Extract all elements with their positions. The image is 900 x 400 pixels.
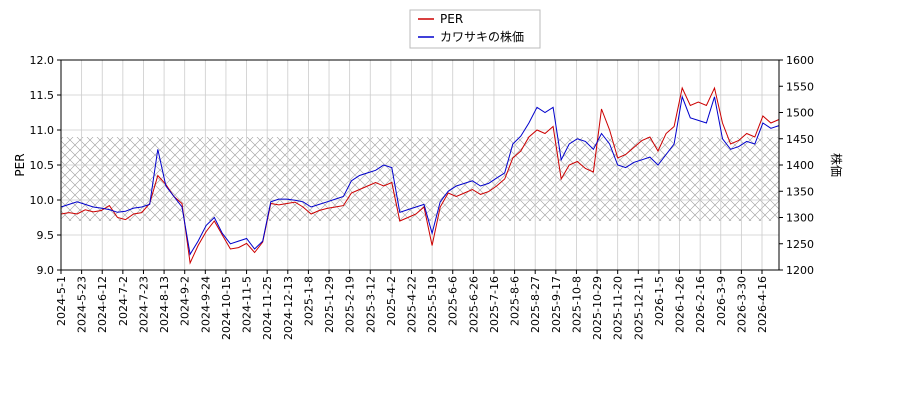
right-tick-label: 1600 — [786, 54, 814, 67]
x-tick-label: 2024-5-1 — [55, 276, 68, 326]
hatched-range — [61, 137, 779, 221]
x-tick-label: 2025-7-16 — [488, 276, 501, 333]
x-tick-label: 2024-8-13 — [158, 276, 171, 333]
left-tick-label: 11.0 — [30, 124, 55, 137]
x-tick-label: 2025-12-11 — [632, 276, 645, 340]
left-tick-label: 9.5 — [37, 229, 55, 242]
price-series-line — [60, 94, 780, 256]
legend: PER カワサキの株価 — [409, 9, 541, 49]
grid-lines — [60, 59, 779, 271]
x-tick-label: 2024-10-15 — [220, 276, 233, 340]
right-tick-label: 1300 — [786, 212, 814, 225]
x-tick-label: 2025-3-12 — [364, 276, 377, 333]
legend-box — [409, 9, 541, 49]
x-tick-label: 2026-3-9 — [715, 276, 728, 326]
x-tick-label: 2025-4-22 — [406, 276, 419, 333]
legend-label-price: カワサキの株価 — [440, 29, 524, 44]
x-tick-label: 2025-4-2 — [385, 276, 398, 326]
x-tick-label: 2025-10-8 — [570, 276, 583, 333]
x-tick-label: 2024-9-24 — [199, 276, 212, 333]
x-tick-label: 2024-7-2 — [117, 276, 130, 326]
left-axis-title: PER — [13, 153, 27, 176]
x-tick-label: 2024-12-13 — [282, 276, 295, 340]
x-tick-label: 2024-5-23 — [76, 276, 89, 333]
x-tick-label: 2024-6-12 — [96, 276, 109, 333]
x-tick-label: 2025-2-19 — [344, 276, 357, 333]
shaded-band — [61, 137, 779, 221]
right-axis-title: 株価 — [829, 153, 844, 177]
series-lines — [60, 86, 780, 265]
x-tick-label: 2025-1-29 — [323, 276, 336, 333]
right-tick-label: 1350 — [786, 185, 814, 198]
legend-label-per: PER — [440, 12, 463, 26]
x-tick-label: 2026-4-16 — [756, 276, 769, 333]
left-tick-label: 11.5 — [30, 89, 55, 102]
right-axis: 1200 1250 1300 1350 1400 1450 1500 1550 1600 — [779, 54, 814, 277]
x-tick-label: 2025-6-26 — [467, 276, 480, 333]
right-tick-label: 1500 — [786, 107, 814, 120]
right-tick-label: 1550 — [786, 80, 814, 93]
x-tick-label: 2025-9-17 — [550, 276, 563, 333]
x-tick-label: 2025-6-6 — [447, 276, 460, 326]
x-tick-label: 2024-11-5 — [241, 276, 254, 333]
x-tick-label: 2025-1-8 — [302, 276, 315, 326]
x-tick-label: 2025-8-6 — [509, 276, 522, 326]
per-series-line — [60, 86, 780, 265]
right-tick-label: 1200 — [786, 264, 814, 277]
x-tick-label: 2026-3-30 — [735, 276, 748, 333]
left-tick-label: 12.0 — [30, 54, 55, 67]
x-tick-label: 2024-11-25 — [261, 276, 274, 340]
right-tick-label: 1400 — [786, 159, 814, 172]
right-tick-label: 1250 — [786, 238, 814, 251]
x-tick-label: 2025-8-27 — [529, 276, 542, 333]
x-tick-label: 2026-1-26 — [674, 276, 687, 333]
left-tick-label: 10.5 — [30, 159, 55, 172]
left-axis: 9.0 9.5 10.0 10.5 11.0 11.5 12.0 — [30, 54, 61, 277]
x-tick-label: 2025-5-19 — [426, 276, 439, 333]
left-tick-label: 9.0 — [37, 264, 55, 277]
x-tick-label: 2026-2-16 — [694, 276, 707, 333]
x-tick-label: 2024-9-2 — [179, 276, 192, 326]
x-tick-label: 2025-10-29 — [591, 276, 604, 340]
x-tick-label: 2025-11-20 — [612, 276, 625, 340]
x-axis: 2024-5-1 2024-5-23 2024-6-12 2024-7-2 2024-7… — [55, 270, 769, 340]
right-tick-label: 1450 — [786, 133, 814, 146]
x-tick-label: 2026-1-5 — [653, 276, 666, 326]
left-tick-label: 10.0 — [30, 194, 55, 207]
x-tick-label: 2024-7-23 — [137, 276, 150, 333]
